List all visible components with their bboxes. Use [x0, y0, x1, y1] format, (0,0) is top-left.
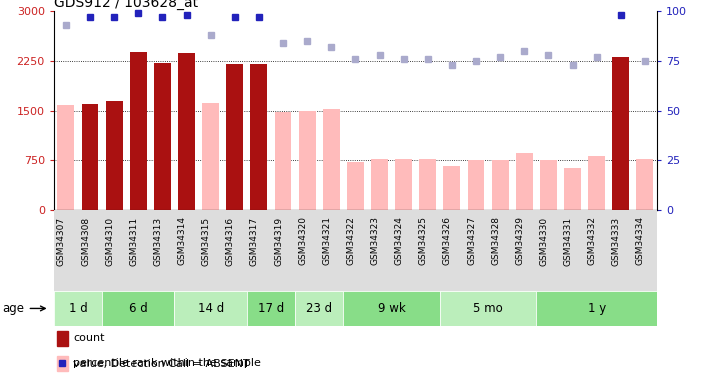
Bar: [395, 159, 412, 210]
Bar: [54, 291, 102, 326]
Bar: [57, 105, 75, 210]
Text: 17 d: 17 d: [258, 302, 284, 315]
Bar: [102, 291, 174, 326]
Bar: [251, 64, 267, 210]
Text: GSM34321: GSM34321: [322, 216, 331, 266]
Text: age: age: [3, 302, 45, 315]
Bar: [516, 153, 533, 210]
Bar: [492, 160, 508, 210]
Bar: [82, 104, 98, 210]
Bar: [174, 291, 247, 326]
Bar: [588, 156, 605, 210]
Text: GSM34319: GSM34319: [274, 216, 283, 266]
Bar: [540, 160, 557, 210]
Text: GSM34334: GSM34334: [636, 216, 645, 266]
Text: GDS912 / 103628_at: GDS912 / 103628_at: [54, 0, 198, 10]
Text: GSM34329: GSM34329: [516, 216, 524, 266]
Text: GSM34325: GSM34325: [419, 216, 428, 266]
Text: GSM34324: GSM34324: [395, 216, 404, 266]
Text: GSM34320: GSM34320: [298, 216, 307, 266]
Text: GSM34327: GSM34327: [467, 216, 476, 266]
Text: 14 d: 14 d: [197, 302, 224, 315]
Text: 1 d: 1 d: [69, 302, 88, 315]
Bar: [343, 291, 440, 326]
Bar: [440, 291, 536, 326]
Bar: [106, 101, 123, 210]
Text: GSM34330: GSM34330: [539, 216, 549, 266]
Bar: [178, 53, 195, 210]
Bar: [154, 63, 171, 210]
Text: 6 d: 6 d: [129, 302, 148, 315]
Bar: [347, 162, 364, 210]
Bar: [564, 168, 581, 210]
Bar: [57, 357, 67, 371]
Text: GSM34310: GSM34310: [105, 216, 114, 266]
Bar: [371, 159, 388, 210]
Bar: [444, 166, 460, 210]
Text: percentile rank within the sample: percentile rank within the sample: [73, 358, 261, 368]
Text: 5 mo: 5 mo: [473, 302, 503, 315]
Bar: [636, 159, 653, 210]
Bar: [536, 291, 657, 326]
Bar: [130, 53, 146, 210]
Text: GSM34323: GSM34323: [370, 216, 380, 266]
Text: GSM34331: GSM34331: [564, 216, 572, 266]
Text: 1 y: 1 y: [587, 302, 606, 315]
Text: GSM34311: GSM34311: [129, 216, 139, 266]
Text: GSM34328: GSM34328: [491, 216, 500, 266]
Bar: [274, 112, 292, 210]
Text: GSM34317: GSM34317: [250, 216, 259, 266]
Text: GSM34314: GSM34314: [177, 216, 187, 266]
Text: GSM34307: GSM34307: [57, 216, 66, 266]
Bar: [54, 210, 657, 291]
Text: GSM34308: GSM34308: [81, 216, 90, 266]
Bar: [295, 291, 343, 326]
Text: GSM34326: GSM34326: [443, 216, 452, 266]
Bar: [57, 331, 67, 346]
Text: GSM34333: GSM34333: [612, 216, 621, 266]
Bar: [612, 57, 629, 210]
Bar: [299, 111, 316, 210]
Text: GSM34316: GSM34316: [225, 216, 235, 266]
Bar: [247, 291, 295, 326]
Bar: [419, 159, 437, 210]
Bar: [202, 104, 219, 210]
Bar: [226, 64, 243, 210]
Text: 23 d: 23 d: [306, 302, 332, 315]
Bar: [467, 160, 485, 210]
Text: GSM34332: GSM34332: [587, 216, 597, 266]
Text: 9 wk: 9 wk: [378, 302, 406, 315]
Text: GSM34313: GSM34313: [154, 216, 162, 266]
Text: count: count: [73, 333, 105, 344]
Text: value, Detection Call = ABSENT: value, Detection Call = ABSENT: [73, 359, 250, 369]
Text: GSM34315: GSM34315: [202, 216, 210, 266]
Text: GSM34322: GSM34322: [346, 216, 355, 266]
Bar: [323, 109, 340, 210]
